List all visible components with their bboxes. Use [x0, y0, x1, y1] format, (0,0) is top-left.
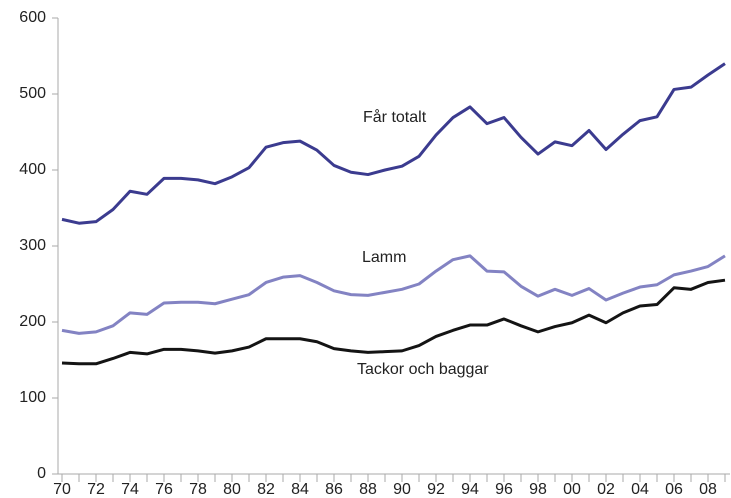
x-tick-label: 04	[631, 481, 649, 498]
x-tick-label: 88	[359, 481, 377, 498]
y-tick-label: 0	[37, 465, 46, 482]
x-tick-label: 78	[189, 481, 207, 498]
x-tick-label: 02	[597, 481, 615, 498]
x-tick-label: 80	[223, 481, 241, 498]
y-tick-label: 100	[19, 389, 46, 406]
series-label: Tackor och baggar	[357, 361, 489, 378]
series-label: Får totalt	[363, 108, 427, 126]
x-tick-label: 92	[427, 481, 445, 498]
x-tick-label: 72	[87, 481, 105, 498]
y-tick-label: 300	[19, 237, 46, 254]
x-tick-label: 76	[155, 481, 173, 498]
x-tick-label: 74	[121, 481, 139, 498]
x-tick-label: 00	[563, 481, 581, 498]
y-tick-label: 200	[19, 313, 46, 330]
series-line	[61, 62, 726, 225]
x-tick-label: 08	[699, 481, 717, 498]
x-tick-label: 06	[665, 481, 683, 498]
series-line	[61, 278, 726, 366]
x-tick-label: 98	[529, 481, 547, 498]
x-tick-label: 96	[495, 481, 513, 498]
y-tick-label: 500	[19, 85, 46, 102]
y-tick-label: 600	[19, 9, 46, 26]
series-label: Lamm	[362, 249, 406, 266]
x-tick-label: 90	[393, 481, 411, 498]
series-line	[61, 254, 726, 335]
x-tick-label: 82	[257, 481, 275, 498]
x-tick-label: 94	[461, 481, 479, 498]
x-tick-label: 84	[291, 481, 309, 498]
y-tick-label: 400	[19, 161, 46, 178]
x-tick-label: 70	[53, 481, 71, 498]
x-tick-label: 86	[325, 481, 343, 498]
